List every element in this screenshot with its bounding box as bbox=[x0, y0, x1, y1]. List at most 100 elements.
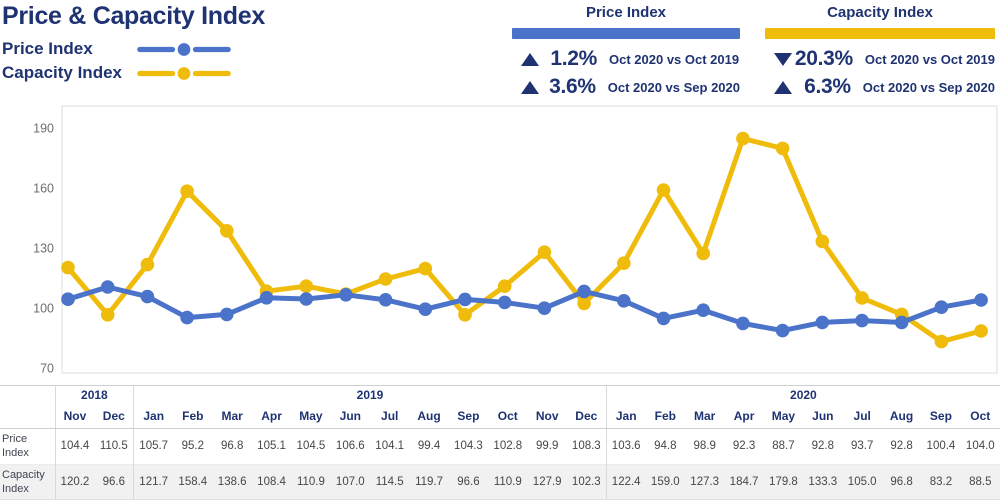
price-point[interactable] bbox=[577, 284, 591, 299]
value-cell: 158.4 bbox=[173, 463, 213, 500]
capacity-point[interactable] bbox=[180, 184, 194, 198]
capacity-point[interactable] bbox=[815, 234, 830, 249]
legend-item-capacity[interactable]: Capacity Index bbox=[2, 62, 232, 84]
capacity-point[interactable] bbox=[418, 261, 433, 276]
month-header: Feb bbox=[645, 404, 685, 429]
price-point[interactable] bbox=[299, 292, 314, 306]
price-point[interactable] bbox=[220, 307, 234, 322]
price-point[interactable] bbox=[100, 280, 115, 294]
value-cell: 92.8 bbox=[811, 440, 834, 453]
stat-row: 1.2% Oct 2020 vs Oct 2019 bbox=[512, 47, 740, 70]
value-cell: 92.3 bbox=[732, 440, 756, 453]
row-label: Capacity Index bbox=[0, 463, 55, 500]
capacity-point[interactable] bbox=[656, 183, 671, 197]
value-cell: 96.6 bbox=[448, 463, 489, 500]
y-axis-label: 100 bbox=[33, 302, 54, 316]
price-point[interactable] bbox=[815, 315, 830, 330]
price-point[interactable] bbox=[696, 303, 710, 317]
year-header: 2018 bbox=[54, 385, 134, 405]
month-header: Oct bbox=[960, 404, 1000, 429]
price-point[interactable] bbox=[736, 316, 750, 331]
capacity-point[interactable] bbox=[775, 141, 790, 156]
capacity-point[interactable] bbox=[974, 324, 988, 338]
value-cell: 179.8 bbox=[763, 463, 804, 500]
capacity-point[interactable] bbox=[736, 131, 750, 146]
plot-area bbox=[61, 105, 998, 374]
stat-value: 1.2% bbox=[550, 47, 597, 70]
value-cell: 108.3 bbox=[571, 440, 601, 453]
capacity-point[interactable] bbox=[855, 291, 869, 305]
month-header: Apr bbox=[724, 404, 764, 429]
price-point[interactable] bbox=[497, 295, 512, 310]
month-header: Dec bbox=[566, 404, 607, 429]
month-header: Nov bbox=[527, 404, 567, 429]
price-point[interactable] bbox=[140, 289, 155, 304]
stat-value: 20.3% bbox=[794, 47, 853, 70]
price-point[interactable] bbox=[934, 300, 949, 314]
value-cell: 121.7 bbox=[133, 463, 174, 500]
month-header: Jul bbox=[370, 404, 410, 429]
price-point[interactable] bbox=[894, 315, 909, 330]
capacity-point[interactable] bbox=[934, 334, 949, 349]
price-point[interactable] bbox=[775, 323, 790, 338]
value-cell: 110.9 bbox=[488, 463, 528, 500]
page-title: Price & Capacity Index bbox=[2, 2, 265, 30]
capacity-point[interactable] bbox=[617, 256, 631, 270]
table-row: Price Index 104.4 110.5 105.7 95.2 96.8 105.1 1… bbox=[0, 428, 1000, 465]
price-point[interactable] bbox=[378, 293, 393, 307]
capacity-point[interactable] bbox=[61, 260, 75, 275]
capacity-point[interactable] bbox=[100, 308, 115, 322]
capacity-point[interactable] bbox=[299, 279, 314, 293]
capacity-point[interactable] bbox=[696, 246, 710, 261]
capacity-summary-card: Capacity Index 20.3% Oct 2020 vs Oct 201… bbox=[765, 0, 995, 98]
value-cell: 110.5 bbox=[99, 440, 128, 453]
trend-icon bbox=[774, 80, 792, 94]
value-cell: 104.4 bbox=[54, 428, 95, 465]
price-point[interactable] bbox=[974, 293, 988, 307]
capacity-point[interactable] bbox=[140, 257, 155, 272]
month-header: Jul bbox=[842, 404, 882, 429]
price-point[interactable] bbox=[617, 294, 631, 308]
legend-item-price[interactable]: Price Index bbox=[2, 38, 232, 60]
price-summary-bar bbox=[512, 28, 740, 39]
price-point[interactable] bbox=[418, 302, 433, 316]
trend-icon bbox=[521, 80, 539, 94]
month-header: May bbox=[291, 404, 331, 429]
capacity-point[interactable] bbox=[537, 245, 552, 259]
value-cell: 102.3 bbox=[566, 463, 607, 500]
stat-row: 3.6% Oct 2020 vs Sep 2020 bbox=[512, 75, 740, 98]
stat-value: 6.3% bbox=[804, 75, 851, 98]
price-point[interactable] bbox=[180, 310, 194, 325]
month-header: Dec bbox=[94, 404, 134, 429]
price-point[interactable] bbox=[339, 288, 353, 302]
capacity-point[interactable] bbox=[458, 308, 472, 322]
value-cell: 104.0 bbox=[965, 440, 995, 453]
month-header: Aug bbox=[881, 404, 922, 429]
price-point[interactable] bbox=[458, 292, 472, 307]
value-cell: 119.7 bbox=[409, 463, 449, 500]
row-label: Price Index bbox=[2, 433, 29, 460]
capacity-point[interactable] bbox=[577, 296, 591, 311]
price-point[interactable] bbox=[61, 292, 75, 306]
capacity-point[interactable] bbox=[378, 272, 393, 286]
value-cell: 127.3 bbox=[685, 463, 725, 500]
capacity-point[interactable] bbox=[497, 279, 512, 293]
value-cell: 99.4 bbox=[417, 440, 441, 453]
value-cell: 127.9 bbox=[527, 463, 567, 500]
value-cell: 106.6 bbox=[335, 440, 365, 453]
table-row: Capacity Index 120.2 96.6 121.7 158.4 138.6 10… bbox=[0, 463, 1000, 500]
value-cell: 98.9 bbox=[693, 440, 716, 453]
stat-row: 20.3% Oct 2020 vs Oct 2019 bbox=[765, 47, 995, 70]
price-point[interactable] bbox=[855, 313, 869, 328]
capacity-point[interactable] bbox=[220, 224, 234, 238]
trend-icon bbox=[521, 52, 539, 66]
price-point[interactable] bbox=[537, 301, 552, 315]
value-cell: 184.7 bbox=[724, 463, 764, 500]
month-header: Sep bbox=[448, 404, 489, 429]
price-series-swatch-icon bbox=[137, 42, 231, 56]
y-axis-label: 130 bbox=[33, 242, 54, 256]
price-point[interactable] bbox=[656, 311, 671, 326]
value-cell: 93.7 bbox=[850, 440, 874, 453]
stat-label: Oct 2020 vs Sep 2020 bbox=[862, 79, 995, 95]
price-point[interactable] bbox=[259, 291, 274, 305]
